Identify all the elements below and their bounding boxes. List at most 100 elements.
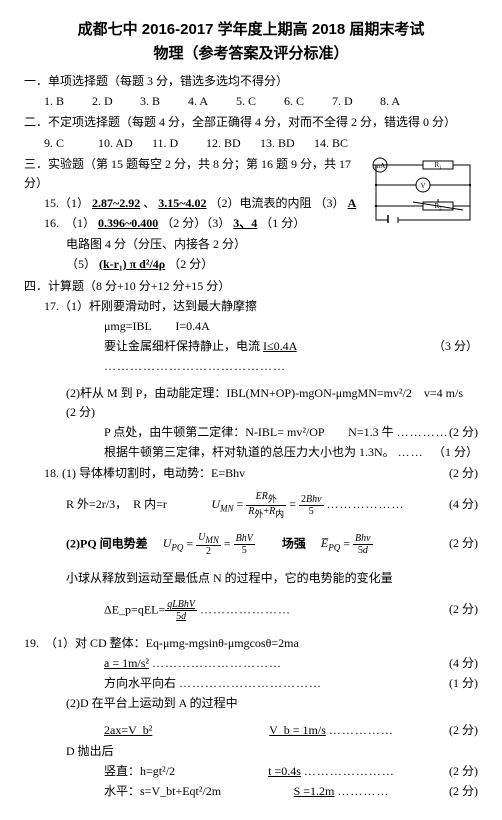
q18-1b-text: R 外=2r/3， R 内=r: [66, 495, 167, 514]
q18-1: 18. (1) 导体棒切割时，电动势：E=Bhv (2 分): [24, 464, 478, 483]
q17b-dots: ……………………………………: [104, 359, 286, 373]
q17-2a-score: (2 分): [449, 423, 478, 442]
q19: 19. （1）对 CD 整体：Eq-μmg-mgsinθ-μmgcosθ=2ma: [24, 634, 478, 653]
q19-D1-score: (2 分): [449, 762, 478, 781]
q18-1b-dots: ………………: [327, 497, 405, 511]
ans-4: 4. A: [188, 92, 236, 111]
q15-a1: 2.87~2.92: [92, 196, 140, 210]
q16-a2: 3、4: [233, 216, 257, 230]
q16-s2: （1 分）: [260, 216, 305, 230]
q19a-dots: …………………………: [152, 656, 282, 670]
q17-2: (2)杆从 M 到 P，由动能定理：IBL(MN+OP)-mgON-μmgMN=…: [24, 384, 478, 422]
q18-1b-score: (4 分): [449, 495, 478, 514]
q19-D1: 竖直：h=gt²/2 t =0.4s ………………… (2 分): [24, 762, 478, 781]
ans-13: 13. BD: [260, 134, 314, 153]
ans-8: 8. A: [380, 92, 428, 111]
q18-3-score: (2 分): [449, 600, 478, 619]
q19b-dots: ……………………………: [179, 676, 322, 690]
q15-a3: A: [348, 196, 357, 210]
q17-2a-text: P 点处，由牛顿第二定律：N-IBL= mv²/OP N=1.3 牛: [104, 425, 394, 439]
svg-text:V: V: [420, 182, 425, 190]
q16-l3c: （2 分）: [168, 257, 213, 271]
q19-D2-score: (2 分): [449, 782, 478, 801]
q19-D2b: S =1.2m: [294, 784, 335, 798]
q19-2b: V_b = 1m/s: [269, 723, 326, 737]
q15-p3: （3）: [315, 196, 345, 210]
q19-2ab: 2ax=V_b² V_b = 1m/s …………… (2 分): [24, 721, 478, 740]
q18-3f-text: ΔE_p=qEL=: [104, 602, 165, 616]
q19-2-dots: ……………: [329, 723, 394, 737]
section-4: 四．计算题（8 分+10 分+12 分+15 分） 17.（1）杆刚要滑动时，达…: [24, 277, 478, 801]
q16-s1: （2 分）（3）: [161, 216, 230, 230]
title-line1: 成都七中 2016-2017 学年度上期高 2018 届期末考试: [24, 18, 478, 42]
q16-l3b: (k-r₁) π d²/4ρ: [99, 257, 165, 271]
title-line2: 物理（参考答案及评分标准）: [24, 42, 478, 66]
q19-D: D 抛出后: [24, 742, 478, 761]
q15-p2: （2）电流表的内阻: [210, 196, 312, 210]
q17-2a: P 点处，由牛顿第二定律：N-IBL= mv²/OP N=1.3 牛 ………… …: [24, 423, 478, 442]
q18-1-text: 18. (1) 导体棒切割时，电动势：E=Bhv: [44, 464, 245, 483]
q19-D1a: 竖直：h=gt²/2: [104, 764, 175, 778]
q19-D2: 水平：s=V_bt+Eqt²/2m S =1.2m ………… (2 分): [24, 782, 478, 801]
q17-2b-text: 根据牛顿第三定律，杆对轨道的总压力大小也为 1.3N。: [104, 445, 395, 459]
q17-2b-score: （1 分）: [433, 443, 478, 462]
q17-2a-dots: …………: [397, 425, 449, 439]
q17: 17.（1）杆刚要滑动时，达到最大静摩擦: [24, 297, 478, 316]
q19-D1-dots: …………………: [304, 764, 395, 778]
sec1-head: 一．单项选择题（每题 3 分，错选多选均不得分）: [24, 72, 478, 91]
circuit-diagram: mA R₁ V R₂: [368, 155, 478, 223]
q19-2-score: (2 分): [449, 721, 478, 740]
ans-12: 12. BD: [206, 134, 260, 153]
q19a-text: a = 1m/s²: [104, 656, 149, 670]
q17-2b-dots: ……: [398, 445, 424, 459]
q16-a1: 0.396~0.400: [98, 216, 158, 230]
section-2: 二．不定项选择题（每题 4 分，全部正确得 4 分，对而不全得 2 分，错选得 …: [24, 113, 478, 152]
ans-14: 14. BC: [314, 134, 368, 153]
q16-l3a: （5）: [66, 257, 96, 271]
q17b-pre: 要让金属细杆保持静止，电流: [104, 339, 263, 353]
ans-2: 2. D: [92, 92, 140, 111]
q15-comma: 、: [143, 196, 155, 210]
sec4-head: 四．计算题（8 分+10 分+12 分+15 分）: [24, 277, 478, 296]
q19a-score: (4 分): [449, 654, 478, 673]
q17b: 要让金属细杆保持静止，电流 I≤0.4A …………………………………… （3 分…: [24, 337, 478, 375]
q19b-score: (1 分): [449, 674, 478, 693]
q18-2-score: (2 分): [449, 534, 478, 553]
q18-1b: R 外=2r/3， R 内=r UMN = ER外R外+R内 = 2Bhv5 ……: [24, 491, 478, 520]
q19-2a: 2ax=V_b²: [104, 723, 152, 737]
q16-l3: （5） (k-r₁) π d²/4ρ （2 分）: [24, 255, 478, 274]
q18-1-score: (2 分): [449, 464, 478, 483]
ans-1: 1. B: [44, 92, 92, 111]
q19b-text: 方向水平向右: [104, 676, 176, 690]
sec1-answers: 1. B 2. D 3. B 4. A 5. C 6. C 7. D 8. A: [24, 92, 478, 111]
q18-2: (2)PQ 间电势差 UPQ = UMN2 = BhV5 场强 E̅PQ = B…: [24, 532, 478, 558]
q19-D2-dots: …………: [337, 784, 389, 798]
q18-3f: ΔE_p=qEL=qLBhV5d ………………… (2 分): [24, 599, 478, 622]
ans-9: 9. C: [44, 134, 98, 153]
sec2-answers: 9. C 10. AD 11. D 12. BD 13. BD 14. BC: [24, 134, 478, 153]
q19-D1b: t =0.4s: [268, 764, 301, 778]
q19a: a = 1m/s² ………………………… (4 分): [24, 654, 478, 673]
ans-3: 3. B: [140, 92, 188, 111]
ans-7: 7. D: [332, 92, 380, 111]
q15-label: 15.（1）: [44, 196, 89, 210]
ans-6: 6. C: [284, 92, 332, 111]
q18-3: 小球从释放到运动至最低点 N 的过程中，它的电势能的变化量: [24, 569, 478, 588]
q18-3-dots: …………………: [200, 602, 291, 616]
sec2-head: 二．不定项选择题（每题 4 分，全部正确得 4 分，对而不全得 2 分，错选得 …: [24, 113, 478, 132]
ans-5: 5. C: [236, 92, 284, 111]
q17b-u: I≤0.4A: [263, 339, 297, 353]
svg-text:R₁: R₁: [434, 161, 441, 169]
q17-2b: 根据牛顿第三定律，杆对轨道的总压力大小也为 1.3N。 …… （1 分）: [24, 443, 478, 462]
q18-2b: 场强: [282, 536, 306, 550]
section-1: 一．单项选择题（每题 3 分，错选多选均不得分） 1. B 2. D 3. B …: [24, 72, 478, 111]
q18-1b-mid: UMN = ER外R外+R内 = 2Bhv5 ………………: [211, 491, 404, 520]
q19-2: (2)D 在平台上运动到 A 的过程中: [24, 694, 478, 713]
q17a: μmg=IBL I=0.4A: [24, 317, 478, 336]
q19b: 方向水平向右 …………………………… (1 分): [24, 674, 478, 693]
q17b-score: （3 分）: [433, 337, 478, 356]
q16-label: 16. （1）: [44, 216, 95, 230]
q18-2a: (2)PQ 间电势差: [66, 536, 148, 550]
q15-a2: 3.15~4.02: [158, 196, 206, 210]
q19-D2a: 水平：s=V_bt+Eqt²/2m: [104, 784, 221, 798]
